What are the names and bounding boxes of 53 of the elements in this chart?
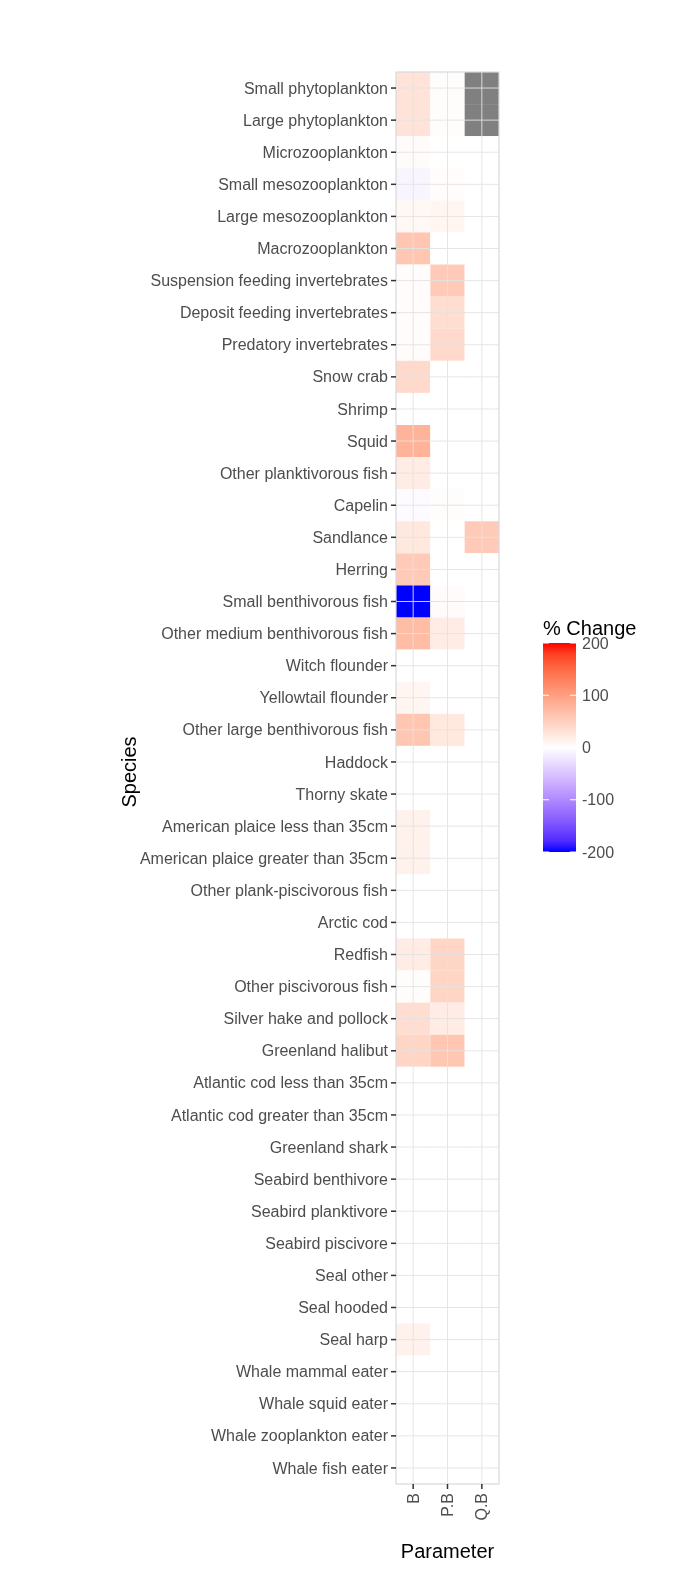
y-tick-label: Thorny skate (295, 785, 389, 803)
x-axis-title: Parameter (400, 1540, 495, 1562)
y-tick-label: Seal hooded (298, 1299, 388, 1317)
y-tick-label: Other planktivorous fish (219, 464, 388, 482)
y-tick-label: Deposit feeding invertebrates (179, 304, 388, 322)
y-tick-label: Whale squid eater (259, 1395, 389, 1413)
y-tick-label: Seabird planktivore (251, 1202, 389, 1220)
y-tick-label: Seal other (315, 1267, 389, 1285)
y-tick-label: Other medium benthivorous fish (161, 625, 388, 643)
y-tick-label: Haddock (324, 753, 389, 771)
y-tick-label: Macrozooplankton (257, 240, 388, 258)
y-tick-label: Sandlance (312, 528, 389, 546)
y-tick-label: Yellowtail flounder (259, 689, 389, 707)
x-tick-label: B (404, 1493, 422, 1504)
y-tick-label: American plaice less than 35cm (162, 817, 388, 835)
y-tick-label: Large mesozooplankton (217, 208, 388, 226)
x-tick-label: Q.B (473, 1493, 491, 1521)
y-tick-label: Atlantic cod greater than 35cm (170, 1106, 388, 1124)
y-tick-label: Large phytoplankton (243, 111, 388, 129)
y-tick-label: Shrimp (337, 400, 389, 418)
color-bar-label: -100 (582, 791, 615, 809)
y-tick-label: Predatory invertebrates (221, 336, 388, 354)
y-tick-label: Silver hake and pollock (223, 1010, 389, 1028)
y-tick-label: Small mesozooplankton (218, 175, 388, 193)
y-tick-label: American plaice greater than 35cm (139, 849, 388, 867)
y-tick-label: Redfish (333, 946, 388, 964)
y-tick-label: Microzooplankton (262, 143, 388, 161)
y-tick-label: Capelin (333, 496, 388, 514)
color-bar-label: -200 (582, 843, 615, 861)
y-tick-label: Arctic cod (317, 914, 388, 932)
y-tick-label: Seabird benthivore (253, 1170, 389, 1188)
y-tick-label: Seabird piscivore (265, 1234, 389, 1252)
y-tick-label: Whale mammal eater (235, 1363, 389, 1381)
y-tick-label: Other piscivorous fish (234, 978, 388, 996)
y-tick-label: Other large benthivorous fish (182, 721, 388, 739)
y-tick-label: Whale fish eater (272, 1459, 389, 1477)
y-tick-label: Small benthivorous fish (222, 593, 388, 611)
y-tick-label: Whale zooplankton eater (211, 1427, 389, 1445)
y-tick-label: Greenland halibut (261, 1042, 389, 1060)
y-tick-label: Other plank-piscivorous fish (190, 881, 388, 899)
x-tick-label: P.B (439, 1493, 457, 1517)
y-tick-label: Suspension feeding invertebrates (150, 272, 388, 290)
color-bar-label: 100 (582, 686, 609, 704)
y-tick-label: Seal harp (319, 1331, 389, 1349)
y-tick-label: Snow crab (312, 368, 389, 386)
y-tick-label: Squid (347, 432, 388, 450)
color-bar-label: 0 (582, 739, 591, 757)
y-tick-label: Greenland shark (269, 1138, 389, 1156)
y-tick-label: Witch flounder (285, 657, 389, 675)
y-tick-label: Herring (335, 561, 388, 579)
y-tick-label: Small phytoplankton (243, 79, 388, 97)
y-tick-label: Atlantic cod less than 35cm (193, 1074, 388, 1092)
y-axis-title: Species (118, 736, 140, 808)
